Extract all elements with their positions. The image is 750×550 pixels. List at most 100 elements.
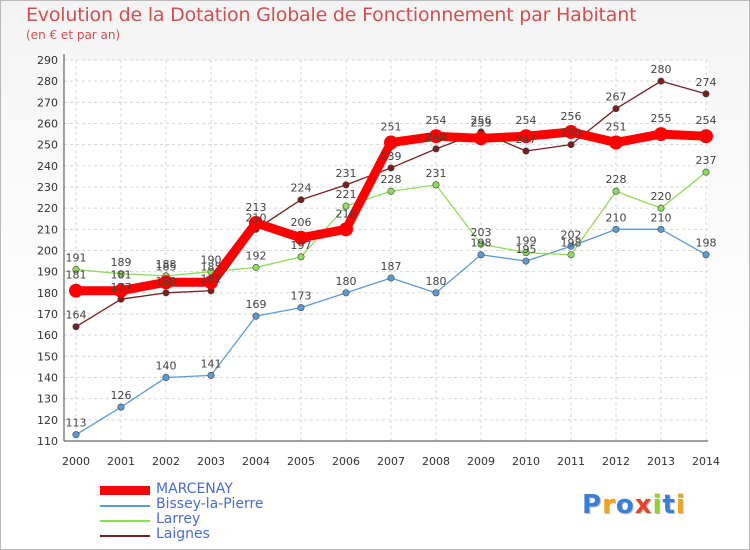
- series-group: [69, 77, 713, 439]
- data-label-laignes: 267: [606, 91, 627, 104]
- data-point-marcenay: [384, 135, 398, 150]
- data-label-marcenay: 255: [651, 112, 672, 125]
- data-label-larrey: 197: [291, 239, 312, 252]
- data-point-bissey-la-pierre: [342, 289, 350, 297]
- data-label-larrey: 191: [66, 252, 87, 265]
- data-point-bissey-la-pierre: [117, 403, 125, 411]
- data-label-larrey: 199: [516, 235, 537, 248]
- data-label-bissey-la-pierre: 126: [111, 389, 132, 402]
- x-tick-label: 2009: [467, 455, 495, 468]
- data-label-laignes: 280: [651, 63, 672, 76]
- data-label-larrey: 231: [426, 167, 447, 180]
- data-point-larrey: [432, 181, 440, 189]
- data-point-laignes: [522, 147, 530, 155]
- data-point-marcenay: [474, 131, 488, 146]
- data-label-marcenay: 254: [426, 114, 447, 127]
- logo-letter: x: [634, 490, 653, 520]
- data-label-marcenay: 213: [246, 201, 267, 214]
- data-label-bissey-la-pierre: 198: [471, 237, 492, 250]
- data-label-bissey-la-pierre: 195: [516, 243, 537, 256]
- legend-swatch-marcenay: [100, 486, 150, 495]
- data-point-larrey: [72, 266, 80, 274]
- data-point-larrey: [522, 249, 530, 257]
- data-point-marcenay: [699, 129, 713, 144]
- data-label-marcenay: 185: [201, 260, 222, 273]
- y-tick-label: 260: [37, 118, 58, 131]
- data-point-marcenay: [519, 129, 533, 144]
- y-tick-label: 150: [37, 350, 58, 363]
- data-point-marcenay: [294, 230, 308, 245]
- data-label-larrey: 220: [651, 190, 672, 203]
- data-point-marcenay: [159, 275, 173, 290]
- data-point-marcenay: [114, 283, 128, 298]
- x-tick-label: 2011: [557, 455, 585, 468]
- legend-swatch-larrey: [100, 520, 150, 522]
- data-label-marcenay: 251: [381, 121, 402, 134]
- data-point-larrey: [297, 253, 305, 261]
- x-tick-label: 2004: [242, 455, 270, 468]
- data-label-bissey-la-pierre: 141: [201, 357, 222, 370]
- data-label-bissey-la-pierre: 210: [651, 211, 672, 224]
- y-tick-label: 240: [37, 160, 58, 173]
- data-label-larrey: 198: [561, 237, 582, 250]
- data-point-marcenay: [339, 222, 353, 237]
- data-point-bissey-la-pierre: [477, 251, 485, 259]
- data-point-laignes: [657, 77, 665, 85]
- logo-letter: P: [582, 490, 603, 520]
- logo-letter: t: [662, 490, 676, 520]
- data-label-larrey: 228: [381, 173, 402, 186]
- chart-title: Evolution de la Dotation Globale de Fonc…: [26, 4, 637, 26]
- data-label-bissey-la-pierre: 140: [156, 360, 177, 373]
- data-label-bissey-la-pierre: 113: [66, 417, 87, 430]
- y-tick-label: 280: [37, 75, 58, 88]
- y-tick-label: 130: [37, 393, 58, 406]
- data-point-marcenay: [69, 283, 83, 298]
- data-point-laignes: [162, 289, 170, 297]
- y-tick-label: 180: [37, 287, 58, 300]
- y-tick-label: 270: [37, 96, 58, 109]
- x-tick-label: 2012: [602, 455, 630, 468]
- data-point-bissey-la-pierre: [522, 257, 530, 265]
- data-label-marcenay: 185: [156, 260, 177, 273]
- y-tick-label: 250: [37, 139, 58, 152]
- data-label-laignes: 181: [201, 273, 222, 286]
- data-point-bissey-la-pierre: [72, 431, 80, 439]
- data-label-marcenay: 254: [516, 114, 537, 127]
- data-point-marcenay: [204, 275, 218, 290]
- data-label-laignes: 248: [426, 131, 447, 144]
- data-label-marcenay: 210: [336, 207, 357, 220]
- data-label-laignes: 224: [291, 182, 312, 195]
- data-label-bissey-la-pierre: 173: [291, 290, 312, 303]
- data-label-laignes: 164: [66, 309, 87, 322]
- data-label-marcenay: 251: [606, 121, 627, 134]
- data-label-laignes: 210: [246, 211, 267, 224]
- data-point-larrey: [657, 204, 665, 212]
- x-tick-label: 2001: [107, 455, 135, 468]
- logo-letter: r: [602, 490, 616, 520]
- x-tick-label: 2014: [692, 455, 720, 468]
- data-point-marcenay: [609, 135, 623, 150]
- legend-swatch-bissey-la-pierre: [100, 505, 150, 507]
- data-label-bissey-la-pierre: 169: [246, 298, 267, 311]
- data-point-bissey-la-pierre: [567, 242, 575, 250]
- data-point-larrey: [342, 202, 350, 210]
- data-label-marcenay: 253: [471, 116, 492, 129]
- data-label-marcenay: 181: [66, 269, 87, 282]
- legend-swatch-laignes: [100, 535, 150, 537]
- data-point-marcenay: [654, 127, 668, 142]
- chart-subtitle: (en € et par an): [26, 28, 121, 42]
- x-tick-label: 2007: [377, 455, 405, 468]
- logo-letter: i: [652, 490, 663, 520]
- data-point-larrey: [567, 251, 575, 259]
- data-label-laignes: 177: [111, 281, 132, 294]
- legend-label: MARCENAY: [156, 481, 233, 497]
- data-point-bissey-la-pierre: [297, 304, 305, 312]
- data-point-marcenay: [249, 215, 263, 230]
- data-label-laignes: 274: [696, 76, 717, 89]
- legend-label: Laignes: [156, 526, 210, 542]
- data-label-larrey: 228: [606, 173, 627, 186]
- data-label-larrey: 190: [201, 254, 222, 267]
- y-tick-label: 160: [37, 329, 58, 342]
- data-point-larrey: [612, 187, 620, 195]
